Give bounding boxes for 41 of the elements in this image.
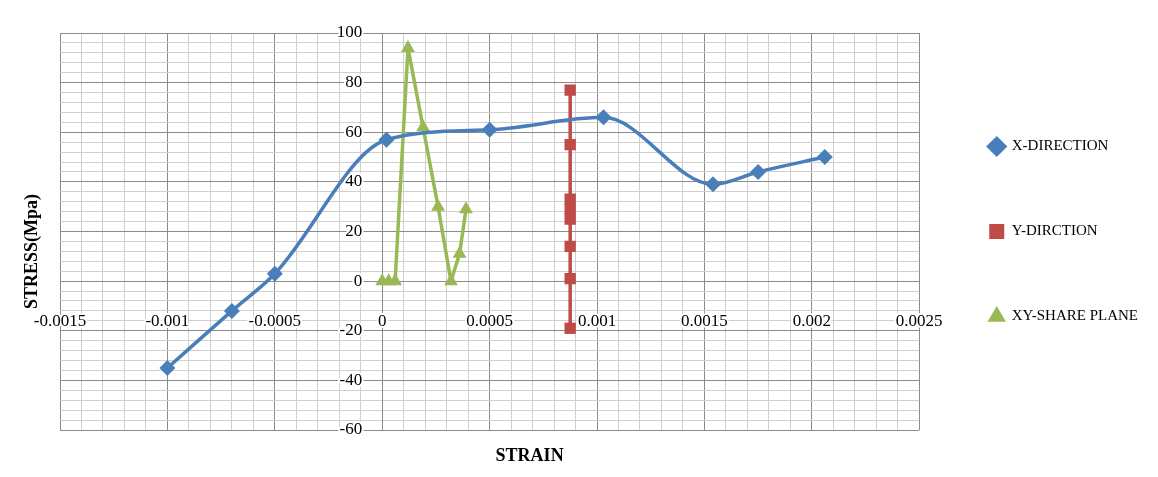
y-tick-label: 80 — [345, 72, 363, 92]
y-axis-title: STRESS(Mpa) — [20, 193, 42, 310]
legend-label: X-DIRECTION — [1011, 137, 1109, 154]
x-tick-label: 0.0015 — [681, 310, 728, 330]
x-tick-label: -0.0015 — [33, 310, 87, 330]
x-tick-label: 0.001 — [577, 310, 617, 330]
y-tick-label: 20 — [345, 220, 363, 240]
point — [816, 149, 833, 166]
point — [564, 139, 576, 151]
point — [481, 121, 498, 138]
x-tick-label: 0.0025 — [895, 310, 943, 330]
point — [564, 272, 576, 285]
point — [159, 359, 176, 376]
point — [388, 273, 403, 286]
point — [431, 198, 445, 211]
point — [459, 201, 473, 214]
x-axis-title: STRAIN — [495, 444, 564, 465]
x-tick-label: 0.0005 — [466, 310, 513, 330]
point — [595, 109, 612, 126]
point — [564, 213, 576, 225]
point — [223, 302, 240, 319]
x-tick-label: 0.002 — [792, 310, 831, 330]
point — [564, 240, 576, 253]
x-tick-label: -0.001 — [145, 310, 190, 330]
y-tick-label: -20 — [339, 320, 363, 340]
x-tick-label: 0 — [377, 310, 387, 330]
point — [564, 84, 576, 96]
point — [750, 163, 767, 180]
legend-label: Y-DIRCTION — [1011, 222, 1098, 239]
y-tick-label: 100 — [336, 22, 363, 42]
point — [452, 245, 467, 258]
x-tick-label: -0.0005 — [248, 310, 302, 330]
point — [266, 265, 283, 282]
y-tick-label: -40 — [339, 369, 363, 389]
legend-label: XY-SHARE PLANE — [1011, 307, 1139, 324]
y-tick-label: 0 — [353, 270, 363, 290]
point — [564, 322, 576, 334]
point — [378, 131, 395, 148]
point — [416, 119, 430, 132]
point — [705, 176, 722, 193]
y-tick-label: 40 — [345, 171, 363, 191]
